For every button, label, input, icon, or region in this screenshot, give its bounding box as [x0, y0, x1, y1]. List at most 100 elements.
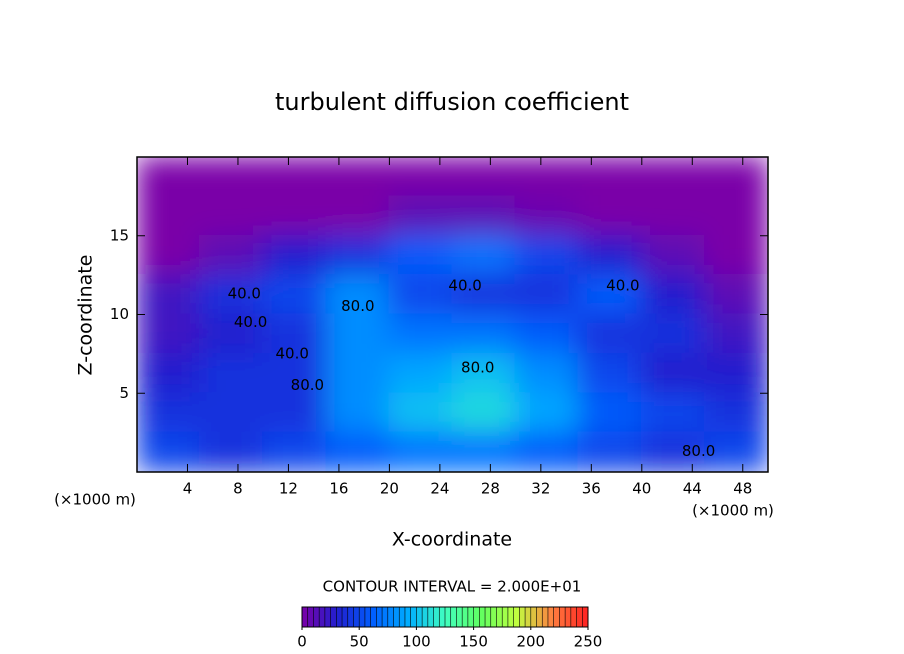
field-cell [199, 392, 265, 434]
field-cell [137, 234, 202, 277]
x-unit-label: (×1000 m) [54, 491, 136, 509]
colorbar-swatch [530, 607, 538, 627]
field-cell [451, 274, 517, 316]
field-cell [388, 313, 454, 355]
colorbar-swatch [319, 607, 326, 627]
x-tick-label: 28 [481, 480, 500, 498]
colorbar-swatch [553, 607, 560, 627]
field-cell [577, 352, 643, 395]
field-cell [640, 157, 706, 198]
field-cell [325, 431, 391, 472]
field-cell [388, 195, 454, 237]
colorbar-swatch [422, 607, 429, 627]
field-cell [451, 195, 517, 237]
field-cell [325, 234, 391, 277]
colorbar-swatch [387, 607, 395, 627]
x-tick-label: 8 [233, 480, 243, 498]
colorbar-swatch [427, 607, 435, 627]
colorbar-tick-label: 50 [350, 633, 369, 651]
colorbar-swatch [416, 607, 423, 627]
colorbar-swatch [565, 607, 572, 627]
colorbar-swatch [445, 607, 452, 627]
colorbar-swatch [513, 607, 520, 627]
field-cell [640, 392, 706, 434]
field-cell [262, 234, 328, 277]
x-tick-label: 44 [683, 480, 702, 498]
colorbar-swatch [473, 607, 480, 627]
field-cell [451, 352, 517, 395]
field-cell [199, 431, 265, 472]
colorbar-tick-label: 100 [402, 633, 431, 651]
field-cell [137, 157, 202, 198]
field-cell [325, 195, 391, 237]
x-axis-label: X-coordinate [392, 529, 512, 551]
x-tick-label: 24 [430, 480, 449, 498]
field-cell [640, 352, 706, 395]
y-tick-label: 5 [119, 384, 129, 402]
field-cell [137, 392, 202, 434]
x-tick-label: 40 [632, 480, 651, 498]
field-cell [262, 195, 328, 237]
contour-label: 80.0 [461, 359, 494, 377]
field-cell [451, 157, 517, 198]
colorbar-swatch [450, 607, 457, 627]
field-cell [451, 234, 517, 277]
field-cell [199, 157, 265, 198]
colorbar-swatch [456, 607, 463, 627]
field-cell [451, 313, 517, 355]
field-cell [325, 274, 391, 316]
colorbar-swatch [376, 607, 383, 627]
field-cell [577, 157, 643, 198]
colorbar-swatch [410, 607, 417, 627]
field-cell [640, 431, 706, 472]
colorbar-swatch [490, 607, 497, 627]
colorbar-swatch [496, 607, 503, 627]
field-cell [325, 157, 391, 198]
contour-label: 40.0 [234, 313, 267, 331]
colorbar-swatch [336, 607, 343, 627]
colorbar-swatch [364, 607, 372, 627]
colorbar-swatch [542, 607, 549, 627]
overlay: 4 8 12 16 20 24 28 32 36 40 44 485101540.040.040.08… [110, 156, 769, 651]
field-cell [577, 274, 643, 316]
field-cell [514, 274, 580, 316]
colorbar-swatch [525, 607, 532, 627]
colorbar-swatch [359, 607, 366, 627]
colorbar-tick-label: 150 [459, 633, 488, 651]
x-unit-label: (×1000 m) [692, 502, 774, 520]
contour-interval: CONTOUR INTERVAL = 2.000E+01 [323, 578, 582, 596]
colorbar-swatch [370, 607, 377, 627]
contour-label: 40.0 [606, 277, 639, 295]
field-cell [262, 274, 328, 316]
colorbar-swatch [559, 607, 566, 627]
field-cell [703, 392, 768, 434]
x-tick-label: 12 [279, 480, 298, 498]
field-cell [262, 352, 328, 395]
field-cell [577, 392, 643, 434]
field-cell [514, 234, 580, 277]
colorbar-swatch [507, 607, 515, 627]
x-tick-label: 36 [582, 480, 601, 498]
contour-label: 40.0 [276, 344, 309, 362]
colorbar-swatch [342, 607, 349, 627]
colorbar-swatch [519, 607, 526, 627]
colorbar-swatch [307, 607, 314, 627]
y-tick-label: 15 [110, 226, 129, 244]
colorbar-swatch [502, 607, 509, 627]
field-cell [703, 431, 768, 472]
field-cell [514, 157, 580, 198]
field-cell [137, 195, 202, 237]
colorbar-swatch [479, 607, 486, 627]
field [137, 157, 768, 472]
field-cell [262, 157, 328, 198]
contour-label: 40.0 [228, 285, 261, 303]
colorbar-swatch [433, 607, 440, 627]
field-cell [577, 313, 643, 355]
field-cell [577, 234, 643, 277]
field-cell [703, 195, 768, 237]
x-tick-label: 32 [531, 480, 550, 498]
colorbar-swatch [382, 607, 389, 627]
x-tick-label: 20 [380, 480, 399, 498]
field-cell [640, 195, 706, 237]
colorbar-swatch [399, 607, 406, 627]
